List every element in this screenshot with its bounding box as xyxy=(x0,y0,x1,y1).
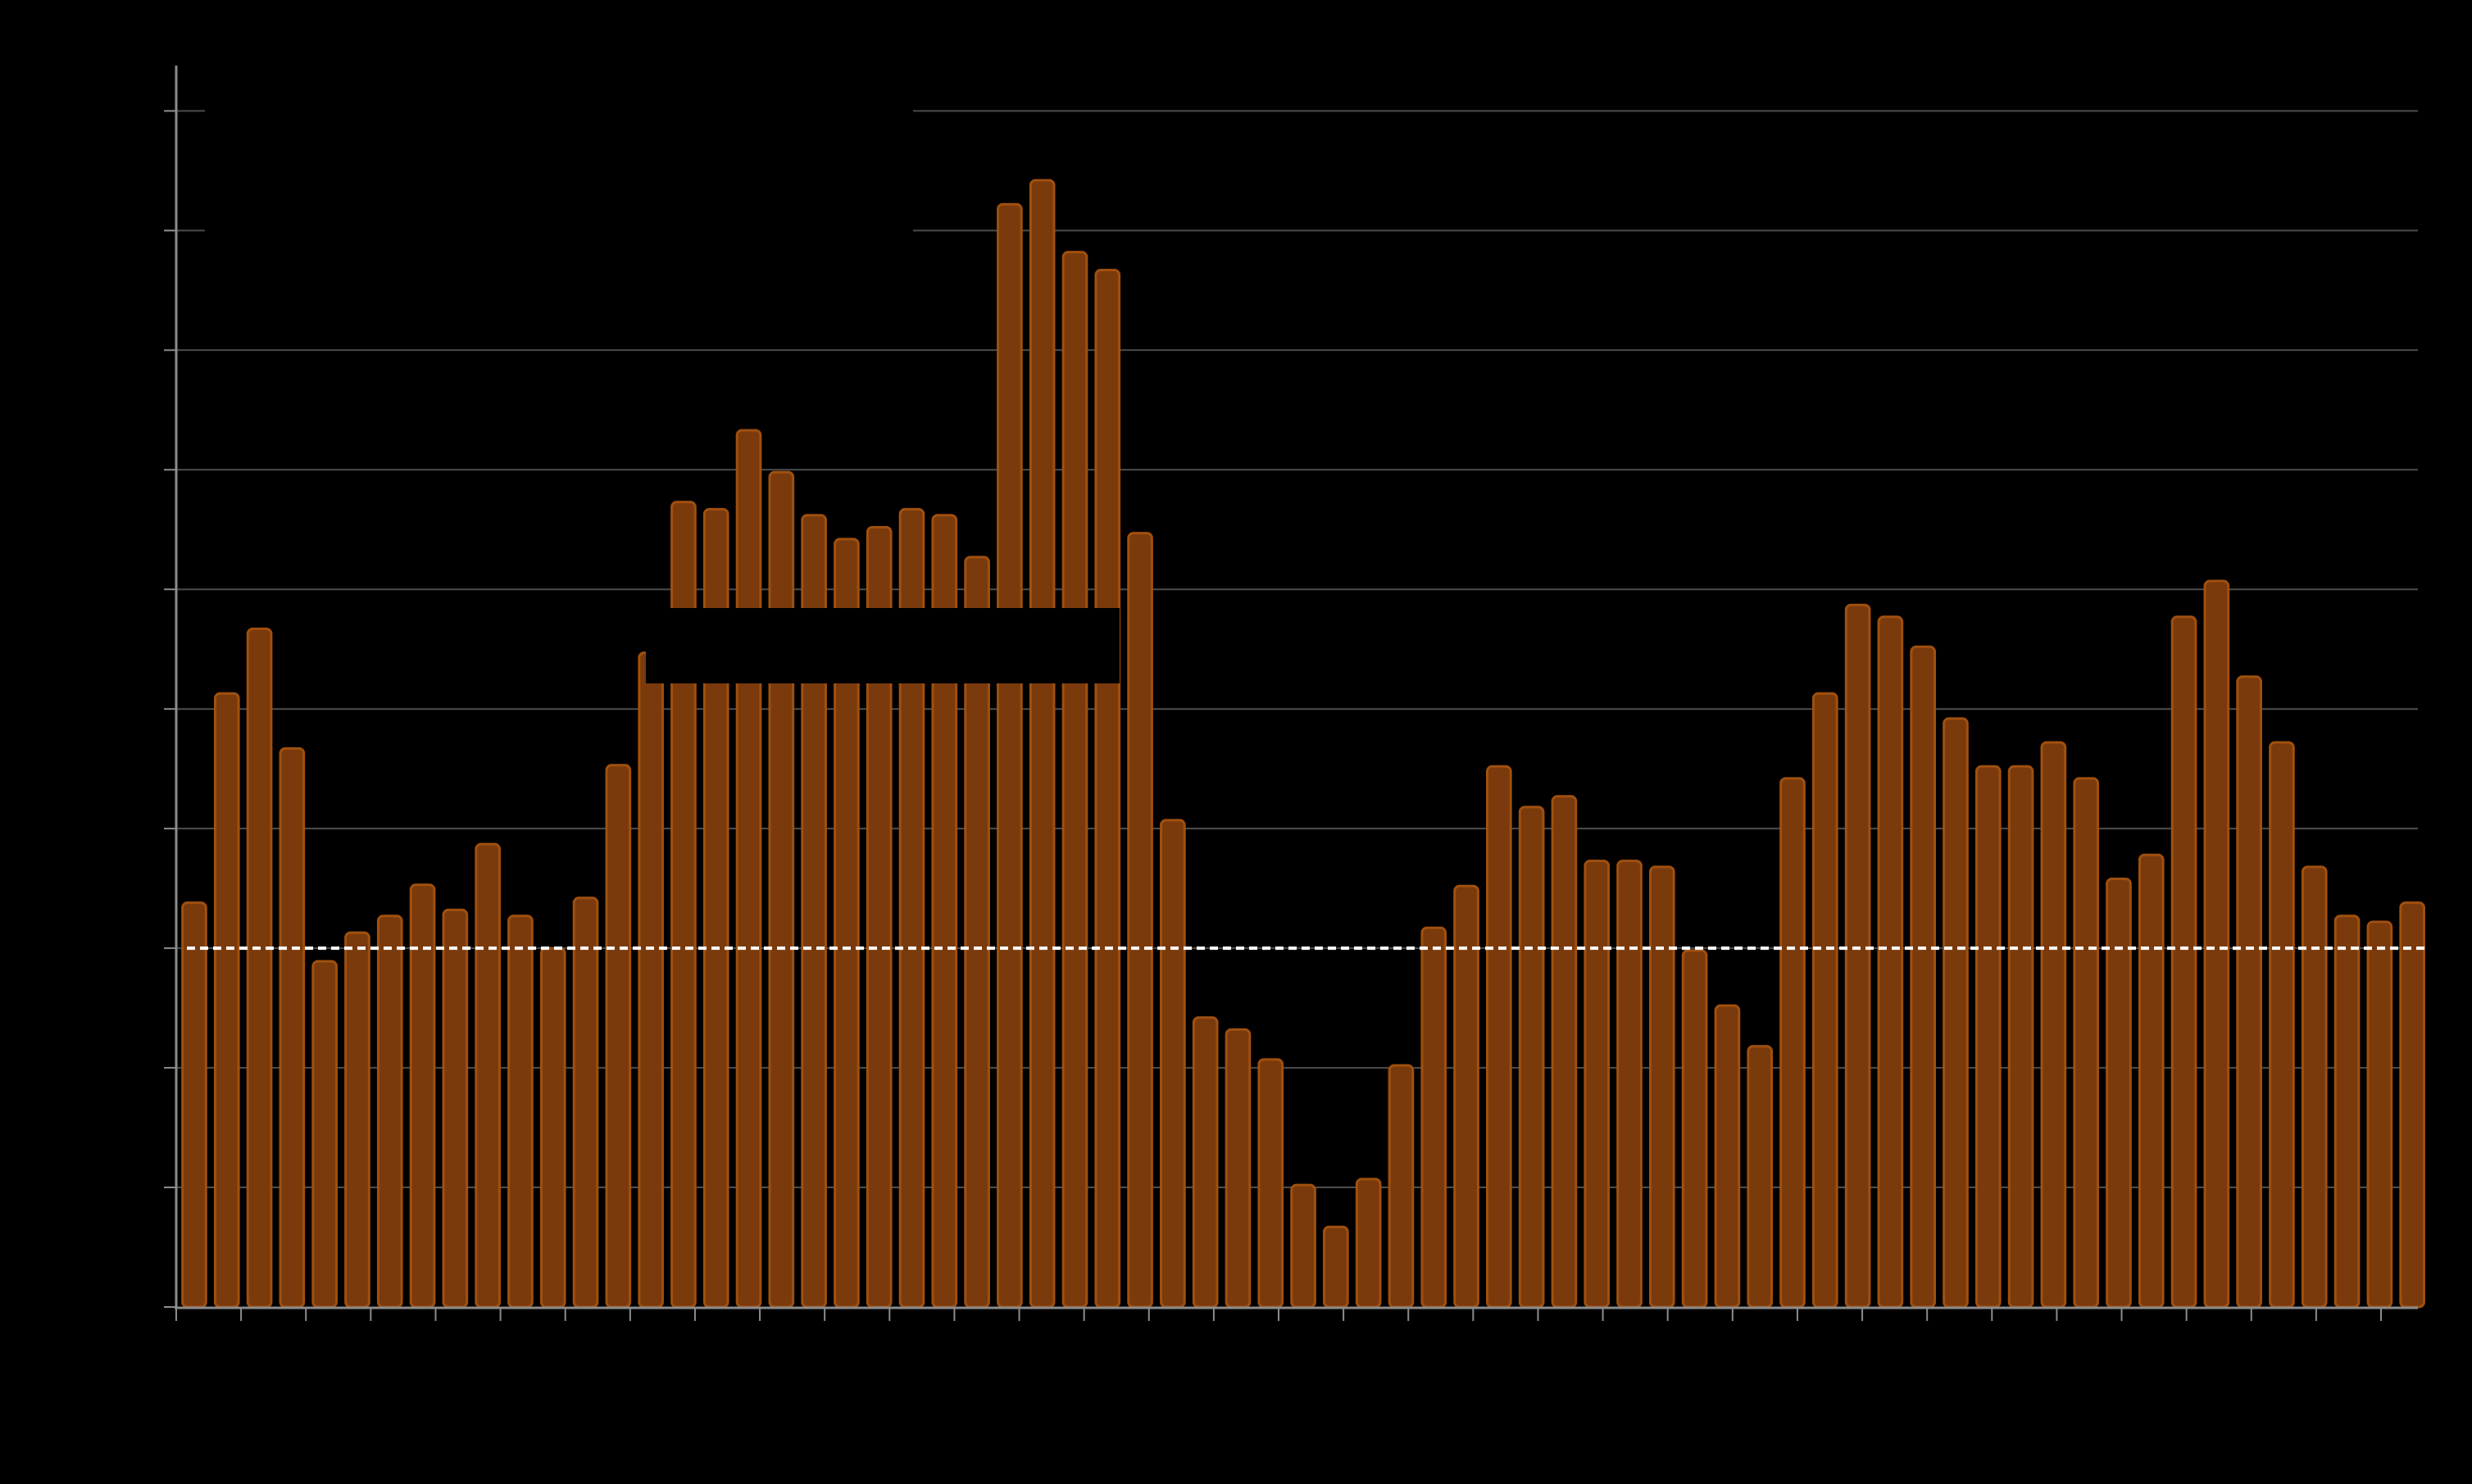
bar xyxy=(735,429,762,1309)
bar xyxy=(1877,615,1904,1309)
bar xyxy=(1257,1058,1284,1309)
bar xyxy=(1486,765,1512,1309)
bar xyxy=(1943,717,1969,1309)
bar xyxy=(311,960,338,1309)
bar xyxy=(539,946,566,1309)
bar xyxy=(181,901,207,1309)
bar xyxy=(344,931,370,1309)
bar xyxy=(2203,579,2230,1309)
bar xyxy=(2138,853,2165,1309)
bar xyxy=(2040,741,2067,1309)
bar xyxy=(1648,865,1675,1309)
bar xyxy=(1910,645,1937,1309)
bar xyxy=(507,914,534,1309)
bar xyxy=(1616,860,1643,1309)
bar xyxy=(1518,806,1545,1309)
bar xyxy=(1584,860,1611,1309)
bar xyxy=(246,627,273,1309)
bar xyxy=(1029,179,1056,1309)
bar xyxy=(475,842,501,1309)
bar xyxy=(605,764,632,1309)
bar xyxy=(1714,1004,1741,1309)
bar xyxy=(1127,532,1153,1309)
bar xyxy=(279,747,306,1309)
bar xyxy=(1811,692,1838,1309)
bar xyxy=(2301,865,2328,1309)
bar xyxy=(2399,901,2425,1309)
bar xyxy=(2170,615,2197,1309)
bar xyxy=(997,202,1023,1309)
occlusion-box xyxy=(646,608,1120,683)
bar xyxy=(1779,777,1806,1309)
bar xyxy=(1094,269,1121,1309)
bar xyxy=(1844,603,1871,1309)
bar xyxy=(1747,1045,1774,1309)
bar xyxy=(1290,1183,1316,1309)
bar xyxy=(1388,1064,1415,1309)
bar xyxy=(768,470,795,1309)
bar xyxy=(1355,1178,1382,1309)
bar xyxy=(2269,741,2295,1309)
bar xyxy=(572,896,599,1309)
bar xyxy=(1681,949,1708,1309)
bar xyxy=(213,692,240,1309)
bar xyxy=(1061,251,1088,1309)
bar xyxy=(1160,819,1186,1309)
bar xyxy=(2333,914,2361,1309)
bar xyxy=(1192,1016,1219,1309)
bar xyxy=(2366,920,2393,1309)
bar xyxy=(638,651,664,1309)
bar xyxy=(1323,1225,1349,1309)
bar xyxy=(1420,926,1447,1309)
bar xyxy=(1225,1028,1252,1309)
bar xyxy=(442,908,469,1309)
bar xyxy=(2236,675,2262,1309)
bar xyxy=(2106,877,2132,1309)
bar xyxy=(2073,777,2100,1309)
bar xyxy=(1974,765,2002,1309)
bar xyxy=(1551,795,1578,1309)
axes xyxy=(164,66,2418,1321)
bar xyxy=(2007,765,2034,1309)
bar xyxy=(376,914,403,1309)
